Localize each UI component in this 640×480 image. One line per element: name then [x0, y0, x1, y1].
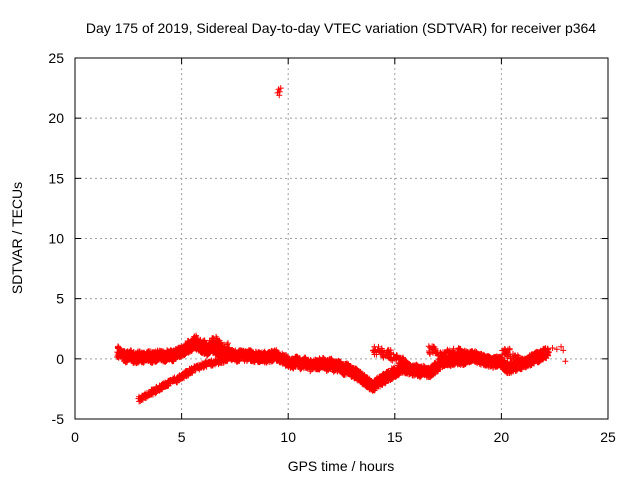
chart-title: Day 175 of 2019, Sidereal Day-to-day VTE… — [86, 20, 596, 36]
data-point-outlier — [562, 358, 569, 365]
data-point-main-band — [527, 362, 534, 369]
data-point-upper-band — [429, 343, 436, 350]
data-point-outlier — [276, 92, 283, 99]
data-point-upper-band — [192, 335, 199, 342]
data-point-outlier — [277, 85, 284, 92]
data-point-upper-band — [514, 352, 521, 359]
data-point-upper-band — [185, 338, 192, 345]
data-point-upper-band — [469, 351, 476, 358]
data-point-upper-band — [216, 344, 223, 351]
y-tick-label: 15 — [48, 170, 64, 186]
grid-lines — [75, 58, 608, 419]
data-point-upper-band — [202, 341, 209, 348]
data-point-upper-band — [444, 347, 451, 354]
data-point-upper-band — [371, 343, 378, 350]
y-tick-label: 5 — [56, 291, 64, 307]
axis-ticks: 0 5 10 15 20 25 -5 0 5 10 15 20 25 — [48, 50, 616, 445]
data-point-outlier — [560, 347, 567, 354]
data-point-main-band — [545, 352, 552, 359]
data-point-upper-band — [459, 348, 466, 355]
data-point-outlier — [553, 346, 560, 353]
data-point-secondary-band — [225, 353, 232, 360]
data-point-upper-band — [401, 362, 408, 369]
data-point-upper-band — [398, 356, 405, 363]
y-tick-label: 0 — [56, 351, 64, 367]
data-point-upper-band — [386, 350, 393, 357]
data-point-outlier — [549, 345, 556, 352]
data-point-upper-band — [390, 351, 397, 358]
data-point-main-band — [328, 355, 335, 362]
data-point-upper-band — [440, 356, 447, 363]
x-tick-label: 15 — [387, 429, 403, 445]
data-point-upper-band — [214, 338, 221, 345]
data-point-upper-band — [470, 355, 477, 362]
x-tick-label: 25 — [600, 429, 616, 445]
data-point-upper-band — [193, 341, 200, 348]
data-point-upper-band — [477, 352, 484, 359]
data-point-upper-band — [507, 353, 514, 360]
data-point-upper-band — [426, 349, 433, 356]
y-tick-label: 10 — [48, 231, 64, 247]
data-point-upper-band — [224, 340, 231, 347]
y-tick-label: 25 — [48, 50, 64, 66]
data-point-upper-band — [455, 351, 462, 358]
data-point-secondary-band — [152, 390, 159, 397]
y-tick-label: 20 — [48, 110, 64, 126]
data-point-upper-band — [513, 357, 520, 364]
data-point-upper-band — [473, 349, 480, 356]
x-tick-label: 5 — [178, 429, 186, 445]
data-point-upper-band — [375, 346, 382, 353]
data-points — [114, 85, 569, 405]
data-point-upper-band — [437, 352, 444, 359]
x-axis-label: GPS time / hours — [288, 458, 395, 474]
data-point-main-band — [545, 349, 552, 356]
data-point-upper-band — [389, 357, 396, 364]
x-tick-label: 20 — [494, 429, 510, 445]
data-point-upper-band — [201, 337, 208, 344]
data-point-upper-band — [211, 337, 218, 344]
x-tick-label: 10 — [280, 429, 296, 445]
data-point-outlier — [558, 343, 565, 350]
data-point-upper-band — [379, 351, 386, 358]
data-point-upper-band — [192, 342, 199, 349]
data-point-upper-band — [472, 348, 479, 355]
data-point-upper-band — [448, 352, 455, 359]
y-axis-label: SDTVAR / TECUs — [9, 182, 25, 294]
data-point-upper-band — [373, 351, 380, 358]
x-tick-label: 0 — [71, 429, 79, 445]
plot-border — [74, 57, 609, 420]
data-point-upper-band — [443, 352, 450, 359]
data-point-upper-band — [432, 345, 439, 352]
data-point-upper-band — [210, 340, 217, 347]
data-point-upper-band — [450, 349, 457, 356]
data-point-upper-band — [219, 342, 226, 349]
y-tick-label: -5 — [52, 411, 65, 427]
